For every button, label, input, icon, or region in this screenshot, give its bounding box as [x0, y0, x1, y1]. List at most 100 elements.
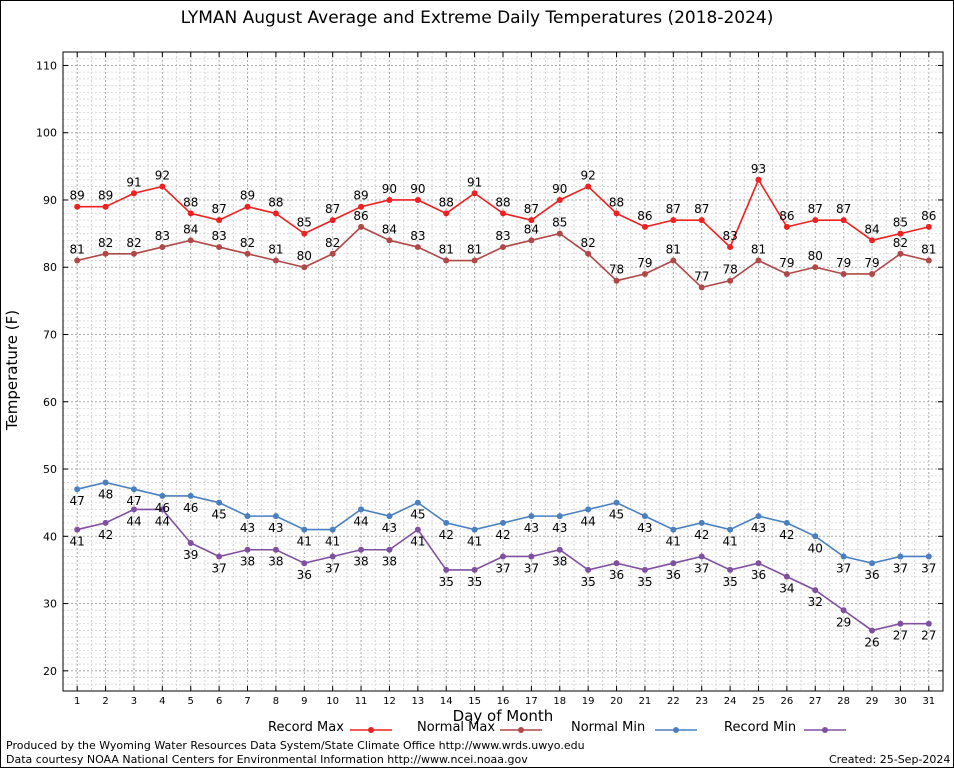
- normal-min-point: [869, 560, 876, 567]
- record-max-point: [329, 217, 336, 224]
- record-max-point: [698, 217, 705, 224]
- normal-max-point: [613, 277, 620, 284]
- normal-min-data-label: 37: [893, 561, 908, 575]
- y-tick-label: 20: [43, 665, 57, 678]
- footer-produced-by: Produced by the Wyoming Water Resources …: [6, 739, 585, 752]
- x-tick-label: 24: [724, 696, 737, 707]
- record-max-data-label: 86: [637, 209, 652, 223]
- data-labels: 89 89 91 92 88 87 89 88 85 87 89 90 90 88 91 88 87 90 92 88…: [70, 162, 937, 650]
- record-min-point: [500, 553, 506, 560]
- record-min-point: [670, 560, 677, 567]
- record-min-data-label: 37: [211, 561, 226, 575]
- normal-min-data-label: 41: [325, 535, 340, 549]
- record-max-point: [840, 217, 847, 224]
- record-max-point: [244, 203, 251, 210]
- normal-max-data-label: 82: [98, 236, 113, 250]
- normal-max-data-label: 83: [155, 229, 170, 243]
- record-max-data-label: 89: [240, 189, 255, 203]
- record-max-point: [74, 203, 81, 210]
- record-min-data-label: 36: [609, 568, 624, 582]
- normal-max-point: [187, 237, 194, 244]
- record-min-point: [74, 526, 81, 533]
- record-min-point: [869, 627, 876, 634]
- normal-min-data-label: 41: [467, 535, 482, 549]
- record-min-data-label: 37: [694, 561, 709, 575]
- normal-min-data-label: 41: [722, 535, 737, 549]
- normal-min-point: [272, 513, 279, 520]
- normal-min-data-label: 46: [155, 501, 170, 515]
- x-tick-label: 22: [667, 696, 680, 707]
- record-min-legend-marker: [822, 727, 828, 733]
- record-min-data-label: 26: [864, 635, 879, 649]
- record-max-data-label: 90: [552, 182, 567, 196]
- normal-max-data-label: 77: [694, 269, 709, 283]
- normal-max-point: [386, 237, 393, 244]
- normal-min-point: [358, 506, 365, 513]
- normal-min-data-label: 44: [353, 514, 368, 528]
- normal-min-data-label: 43: [240, 521, 255, 535]
- x-tick-label: 17: [525, 696, 538, 707]
- normal-max-data-label: 83: [410, 229, 425, 243]
- record-min-data-label: 37: [495, 561, 510, 575]
- normal-min-data-label: 42: [495, 528, 510, 542]
- record-max-point: [755, 176, 762, 183]
- record-max-data-label: 86: [779, 209, 794, 223]
- footer-data-courtesy: Data courtesy NOAA National Centers for …: [6, 753, 528, 766]
- x-tick-label: 12: [383, 696, 396, 707]
- normal-min-point: [727, 526, 734, 533]
- normal-min-point: [500, 519, 506, 526]
- normal-min-data-label: 37: [921, 561, 936, 575]
- record-min-data-label: 29: [836, 615, 851, 629]
- record-max-point: [727, 244, 734, 251]
- normal-max-point: [840, 270, 847, 277]
- normal-max-data-label: 78: [722, 263, 737, 277]
- normal-min-point: [698, 519, 705, 526]
- record-max-data-label: 91: [467, 175, 482, 189]
- normal-max-data-label: 82: [893, 236, 908, 250]
- normal-max-point: [500, 244, 506, 251]
- record-min-point: [358, 546, 365, 553]
- normal-min-point: [840, 553, 847, 560]
- normal-max-point: [244, 250, 251, 257]
- record-max-point: [272, 210, 279, 217]
- normal-min-point: [613, 499, 620, 506]
- normal-min-point: [443, 519, 450, 526]
- record-min-data-label: 36: [297, 568, 312, 582]
- grid-lines: [62, 51, 944, 692]
- record-max-data-label: 88: [439, 195, 454, 209]
- normal-min-data-label: 47: [126, 494, 141, 508]
- x-tick-label: 2: [102, 696, 108, 707]
- x-tick-label: 20: [610, 696, 623, 707]
- x-tick-label: 19: [582, 696, 595, 707]
- record-min-point: [613, 560, 620, 567]
- normal-max-point: [755, 257, 762, 264]
- record-min-point: [641, 566, 648, 573]
- normal-max-point: [301, 264, 308, 271]
- record-min-data-label: 36: [751, 568, 766, 582]
- normal-min-data-label: 45: [410, 508, 425, 522]
- record-min-point: [130, 506, 137, 513]
- x-axis-label: Day of Month: [453, 707, 554, 725]
- record-min-data-label: 37: [325, 561, 340, 575]
- normal-min-point: [783, 519, 790, 526]
- x-tick-label: 27: [809, 696, 822, 707]
- normal-min-point: [301, 526, 308, 533]
- record-max-point: [130, 190, 137, 197]
- x-tick-label: 21: [639, 696, 652, 707]
- record-min-point: [698, 553, 705, 560]
- record-min-point: [755, 560, 762, 567]
- record-min-point: [301, 560, 308, 567]
- normal-min-data-label: 42: [439, 528, 454, 542]
- record-max-point: [386, 196, 393, 203]
- normal-max-point: [471, 257, 478, 264]
- record-min-data-label: 41: [410, 535, 425, 549]
- x-tick-label: 1: [74, 696, 80, 707]
- record-max-point: [869, 237, 876, 244]
- record-min-data-label: 38: [552, 555, 567, 569]
- legend-normal-max-label: Normal Max: [417, 720, 496, 735]
- normal-max-data-label: 86: [353, 209, 368, 223]
- legend-normal-min-label: Normal Min: [571, 720, 646, 735]
- normal-min-data-label: 37: [836, 561, 851, 575]
- normal-max-point: [528, 237, 535, 244]
